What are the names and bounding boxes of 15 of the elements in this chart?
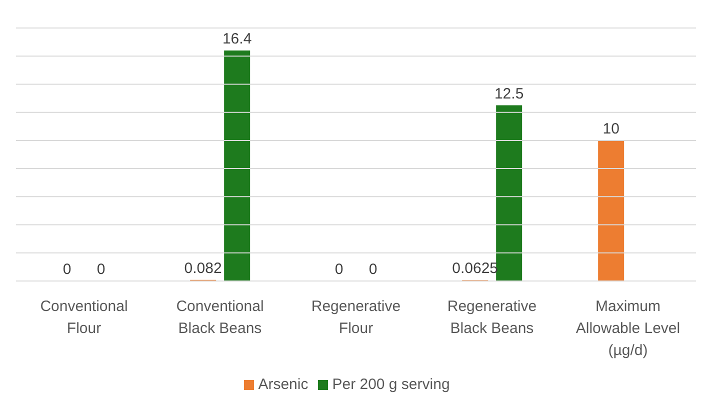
legend-label: Per 200 g serving	[332, 376, 450, 393]
x-tick-label: Regenerative Black Beans	[447, 298, 537, 337]
data-label: 0	[368, 260, 378, 278]
x-tick-label: Regenerative Flour	[311, 298, 401, 337]
x-tick-label: Conventional Flour	[40, 298, 128, 337]
data-label: 0	[96, 260, 106, 278]
data-label: 12.5	[494, 85, 524, 102]
data-label: 0	[62, 260, 72, 278]
legend-label: Arsenic	[258, 376, 308, 393]
x-tick-label: Conventional Black Beans	[176, 298, 264, 337]
data-label: 10	[602, 120, 620, 138]
data-label: 0	[334, 260, 344, 278]
data-label: 16.4	[222, 30, 252, 48]
x-tick-label: Maximum Allowable Level (µg/d)	[576, 298, 680, 359]
data-label: 0.082	[184, 260, 222, 277]
